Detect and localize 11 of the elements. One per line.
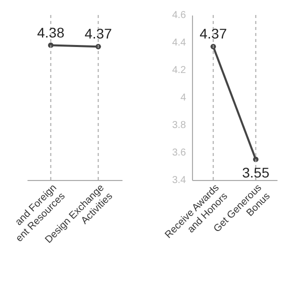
- data-label: 4.37: [200, 26, 228, 42]
- data-label: 4.38: [37, 24, 65, 40]
- y-tick-label: 4.4: [172, 38, 186, 48]
- y-tick-label: 4.6: [172, 10, 186, 21]
- data-label: 3.55: [242, 164, 270, 180]
- y-tick-label: 4.2: [172, 65, 186, 76]
- y-tick-label: 3.6: [172, 148, 186, 158]
- data-label: 4.37: [84, 26, 112, 42]
- y-tick-label: 3.8: [172, 120, 186, 131]
- y-tick-label: 3.4: [172, 175, 186, 186]
- y-tick-label: 4: [180, 92, 186, 104]
